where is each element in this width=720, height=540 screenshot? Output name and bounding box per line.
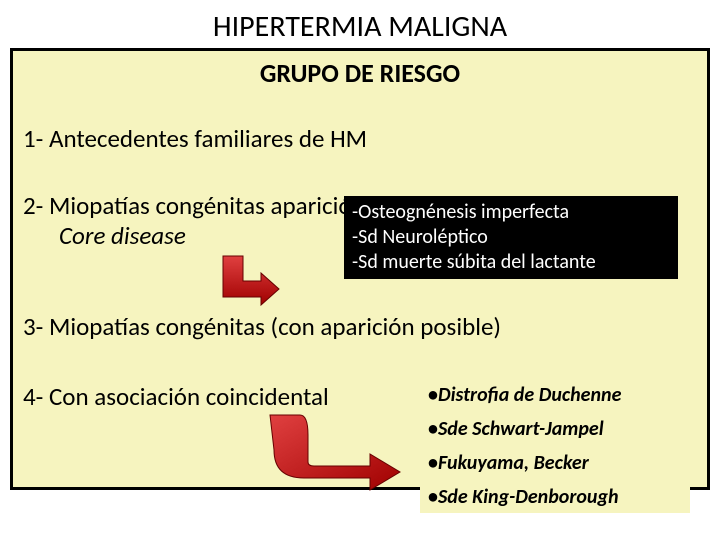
callout-yellow-4: •Sde King-Denborough xyxy=(420,481,690,513)
callout1-line3: -Sd muerte súbita del lactante xyxy=(352,250,670,275)
callout-yellow-2: •Sde Schwart-Jampel xyxy=(420,413,690,445)
subtitle: GRUPO DE RIESGO xyxy=(13,51,707,89)
item2-disease-b: Core disease xyxy=(23,220,186,251)
yb3-text: Fukuyama, Becker xyxy=(438,451,589,475)
arrow-icon-2 xyxy=(260,410,410,500)
callout-yellow-1: •Distrofia de Duchenne xyxy=(420,379,690,411)
risk-item-1: 1- Antecedentes familiares de HM xyxy=(13,123,707,154)
callout1-line2: -Sd Neuroléptico xyxy=(352,225,670,250)
yb4-text: Sde King-Denborough xyxy=(438,485,619,509)
page-title: HIPERTERMIA MALIGNA xyxy=(0,0,720,47)
yb2-text: Sde Schwart-Jampel xyxy=(438,417,604,441)
yb1-text: Distrofia de Duchenne xyxy=(438,383,621,407)
risk-item-3: 3- Miopatías congénitas (con aparición p… xyxy=(13,311,707,342)
callout-box-1: -Osteognénesis imperfecta -Sd Neurolépti… xyxy=(344,196,678,279)
callout1-line1: -Osteognénesis imperfecta xyxy=(352,200,670,225)
callout-yellow-3: •Fukuyama, Becker xyxy=(420,447,690,479)
arrow-icon-1 xyxy=(213,251,283,311)
